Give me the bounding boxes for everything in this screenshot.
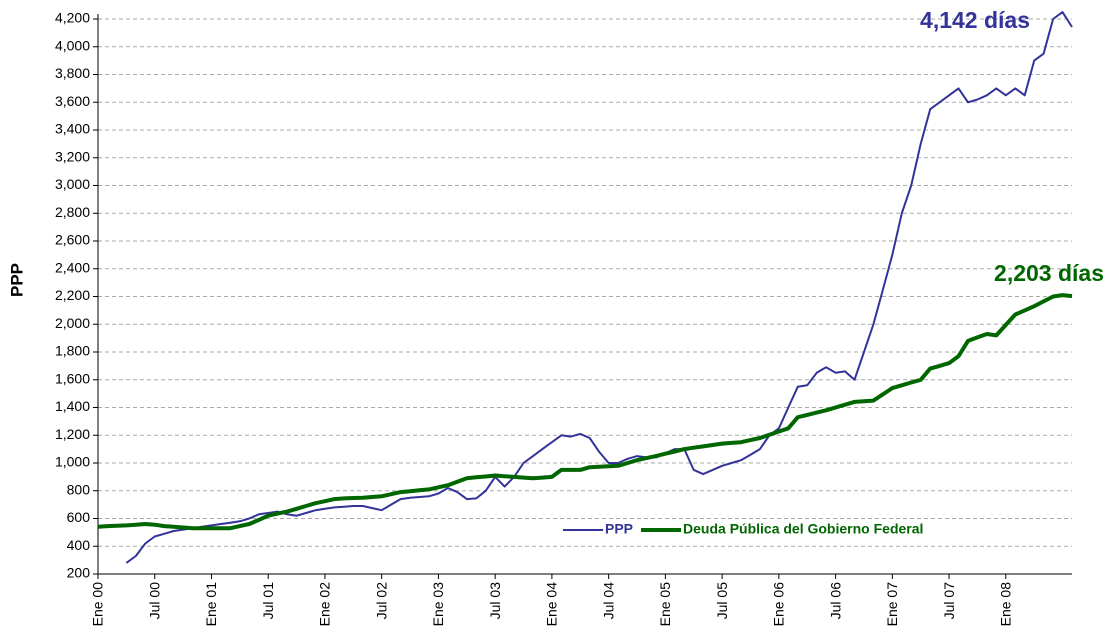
y-tick-label: 4,200: [55, 10, 90, 26]
x-tick-label: Ene 01: [203, 582, 219, 627]
x-tick-label: Jul 02: [373, 582, 389, 620]
x-tick-label: Ene 07: [884, 582, 900, 627]
x-tick-label: Ene 05: [657, 582, 673, 627]
y-tick-label: 1,000: [55, 454, 90, 470]
y-tick-label: 2,200: [55, 287, 90, 303]
y-tick-label: 2,800: [55, 204, 90, 220]
y-tick-label: 4,000: [55, 37, 90, 53]
x-tick-label: Jul 07: [941, 582, 957, 620]
series-line: [125, 11, 1073, 564]
y-tick-label: 2,000: [55, 315, 90, 331]
y-axis-label: PPP: [7, 263, 26, 297]
x-tick-label: Jul 03: [487, 582, 503, 620]
legend-label: Deuda Pública del Gobierno Federal: [683, 521, 923, 537]
x-tick-label: Ene 02: [317, 582, 333, 627]
x-tick-label: Jul 04: [600, 582, 616, 620]
y-tick-label: 800: [67, 481, 91, 497]
x-tick-label: Jul 00: [146, 582, 162, 620]
y-tick-label: 1,800: [55, 343, 90, 359]
x-tick-label: Ene 00: [90, 582, 106, 627]
x-tick-label: Jul 01: [260, 582, 276, 620]
y-tick-label: 2,600: [55, 232, 90, 248]
y-tick-label: 3,400: [55, 121, 90, 137]
annotation: 4,142 días: [920, 7, 1030, 33]
y-tick-label: 3,200: [55, 148, 90, 164]
y-tick-label: 1,600: [55, 370, 90, 386]
series-line: [97, 293, 1073, 531]
y-tick-label: 3,600: [55, 93, 90, 109]
y-tick-label: 2,400: [55, 259, 90, 275]
x-tick-label: Ene 08: [998, 582, 1014, 627]
legend-label: PPP: [605, 521, 633, 537]
annotation: 2,203 días: [994, 260, 1104, 286]
y-tick-label: 3,000: [55, 176, 90, 192]
x-tick-label: Ene 06: [771, 582, 787, 627]
x-tick-label: Ene 03: [430, 582, 446, 627]
y-tick-label: 1,400: [55, 398, 90, 414]
y-tick-label: 400: [67, 537, 91, 553]
y-tick-label: 1,200: [55, 426, 90, 442]
x-tick-label: Jul 06: [827, 582, 843, 620]
y-tick-label: 600: [67, 509, 91, 525]
x-tick-label: Jul 05: [714, 582, 730, 620]
x-tick-label: Ene 04: [544, 582, 560, 627]
y-tick-label: 200: [67, 565, 91, 581]
y-tick-label: 3,800: [55, 65, 90, 81]
